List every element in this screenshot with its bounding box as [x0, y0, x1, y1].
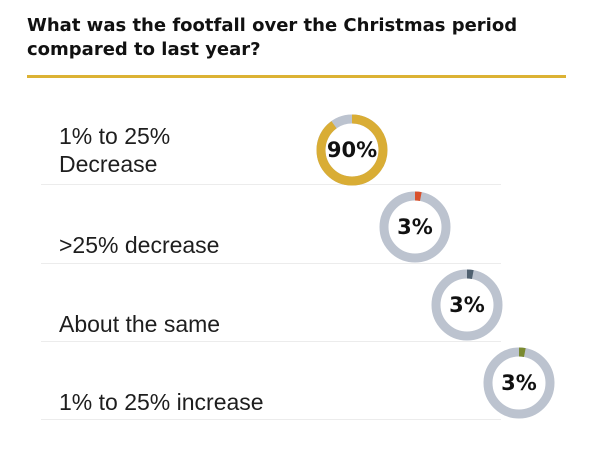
row-separator	[41, 263, 501, 264]
row-separator	[41, 184, 501, 185]
row-label-about-same: About the same	[59, 311, 221, 337]
donut-25-decrease: 3%	[379, 191, 451, 263]
row-label-1-25-decrease: 1% to 25% Decrease	[59, 123, 171, 177]
donut-value-arc	[431, 269, 503, 341]
row-separator	[41, 419, 501, 420]
donut-value-label: 3%	[501, 371, 537, 395]
chart-title: What was the footfall over the Christmas…	[27, 15, 518, 60]
donut-value-arc	[379, 191, 451, 263]
donut-1-to-25-increase: 3%	[483, 347, 555, 419]
row-label-1-25-increase: 1% to 25% increase	[59, 389, 264, 415]
title-underline	[27, 75, 566, 78]
donut-about-the-same: 3%	[431, 269, 503, 341]
row-label-over-25-decrease: >25% decrease	[59, 232, 220, 258]
donut-value-arc	[483, 347, 555, 419]
row-separator	[41, 341, 501, 342]
donut-value-label: 90%	[327, 138, 377, 162]
donut-1-to-25-decrease: 90%	[316, 114, 388, 186]
donut-value-arc	[316, 114, 388, 186]
donut-value-label: 3%	[449, 293, 485, 317]
donut-value-label: 3%	[397, 215, 433, 239]
